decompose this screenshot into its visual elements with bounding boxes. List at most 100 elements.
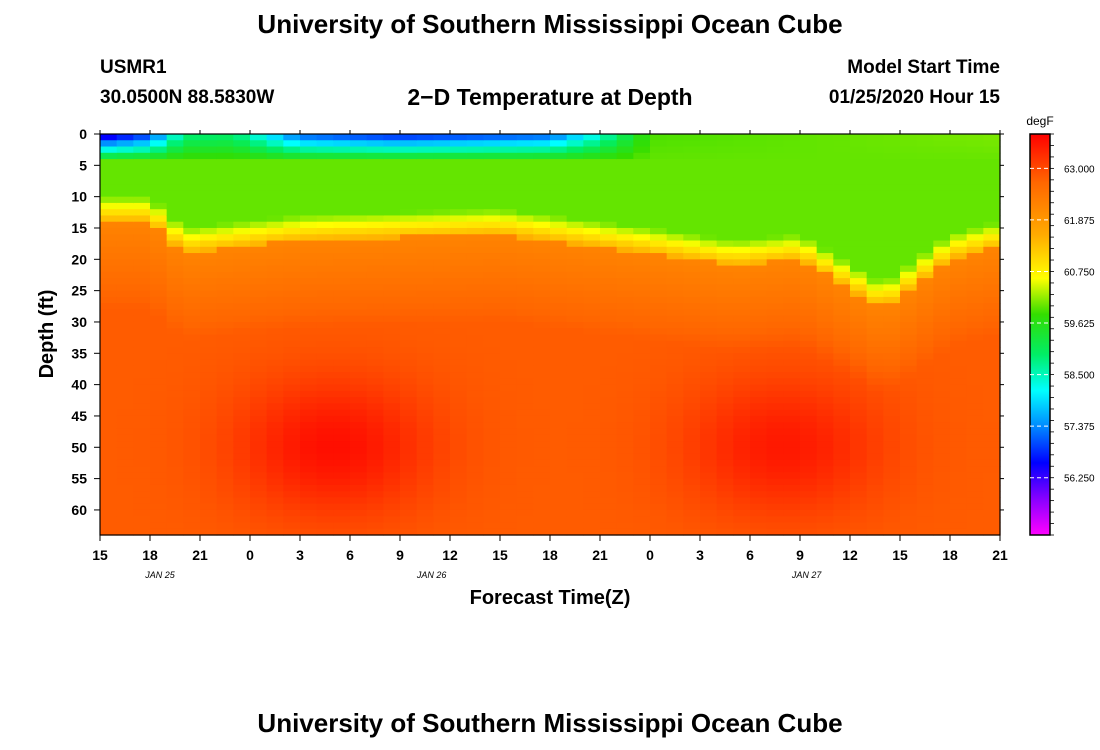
heatmap-cell bbox=[450, 190, 468, 198]
heatmap-cell bbox=[200, 422, 218, 430]
heatmap-cell bbox=[600, 165, 618, 173]
heatmap-cell bbox=[266, 472, 284, 480]
heatmap-cell bbox=[133, 309, 151, 317]
heatmap-cell bbox=[383, 265, 401, 273]
heatmap-cell bbox=[633, 140, 651, 148]
heatmap-cell bbox=[400, 284, 418, 292]
heatmap-cell bbox=[300, 441, 318, 448]
heatmap-cell bbox=[816, 359, 834, 367]
heatmap-cell bbox=[316, 528, 334, 536]
heatmap-cell bbox=[666, 409, 684, 417]
heatmap-cell bbox=[716, 359, 734, 367]
heatmap-cell bbox=[850, 390, 868, 398]
heatmap-cell bbox=[800, 177, 818, 185]
heatmap-cell bbox=[966, 171, 984, 179]
heatmap-cell bbox=[666, 453, 684, 461]
heatmap-cell bbox=[266, 459, 284, 467]
heatmap-cell bbox=[283, 497, 301, 505]
heatmap-cell bbox=[783, 171, 801, 179]
heatmap-cell bbox=[266, 384, 284, 392]
heatmap-cell bbox=[333, 378, 351, 386]
heatmap-cell bbox=[400, 390, 418, 398]
heatmap-cell bbox=[416, 303, 434, 311]
heatmap-cell bbox=[150, 340, 168, 348]
heatmap-cell bbox=[166, 240, 184, 248]
heatmap-cell bbox=[500, 365, 518, 373]
heatmap-cell bbox=[966, 227, 984, 235]
heatmap-cell bbox=[900, 303, 918, 311]
heatmap-cell bbox=[366, 497, 384, 505]
heatmap-cell bbox=[550, 265, 568, 273]
heatmap-cell bbox=[516, 384, 534, 392]
heatmap-cell bbox=[733, 246, 751, 254]
heatmap-cell bbox=[883, 296, 901, 304]
heatmap-cell bbox=[316, 234, 334, 242]
heatmap-cell bbox=[416, 284, 434, 292]
heatmap-cell bbox=[683, 340, 701, 348]
heatmap-cell bbox=[650, 303, 668, 311]
heatmap-cell bbox=[450, 159, 468, 166]
heatmap-cell bbox=[866, 403, 884, 411]
heatmap-cell bbox=[583, 328, 601, 336]
y-tick-label: 25 bbox=[71, 283, 87, 299]
heatmap-cell bbox=[800, 196, 818, 204]
heatmap-cell bbox=[300, 484, 318, 492]
heatmap-cell bbox=[300, 309, 318, 317]
heatmap-cell bbox=[183, 171, 201, 179]
heatmap-cell bbox=[433, 334, 451, 342]
heatmap-cell bbox=[683, 171, 701, 179]
heatmap-cell bbox=[483, 259, 501, 267]
heatmap-cell bbox=[750, 378, 768, 386]
y-tick-label: 35 bbox=[71, 345, 87, 361]
heatmap-cell bbox=[950, 509, 968, 517]
heatmap-cell bbox=[133, 196, 151, 204]
heatmap-cell bbox=[433, 422, 451, 430]
heatmap-cell bbox=[733, 397, 751, 405]
heatmap-cell bbox=[116, 234, 134, 242]
heatmap-cell bbox=[983, 140, 1001, 148]
heatmap-cell bbox=[216, 359, 234, 367]
heatmap-cell bbox=[466, 202, 484, 210]
heatmap-cell bbox=[833, 234, 851, 242]
heatmap-cell bbox=[733, 528, 751, 536]
heatmap-cell bbox=[416, 202, 434, 210]
heatmap-cell bbox=[483, 321, 501, 329]
heatmap-cell bbox=[733, 384, 751, 392]
heatmap-cell bbox=[250, 459, 268, 467]
heatmap-cell bbox=[333, 184, 351, 191]
heatmap-cell bbox=[166, 215, 184, 223]
heatmap-cell bbox=[283, 184, 301, 191]
heatmap-cell bbox=[833, 334, 851, 342]
heatmap-cell bbox=[833, 221, 851, 229]
heatmap-cell bbox=[650, 134, 668, 141]
heatmap-cell bbox=[450, 459, 468, 467]
heatmap-cell bbox=[416, 334, 434, 342]
heatmap-cell bbox=[666, 202, 684, 210]
heatmap-cell bbox=[466, 253, 484, 260]
heatmap-cell bbox=[600, 441, 618, 448]
heatmap-cell bbox=[833, 152, 851, 160]
heatmap-cell bbox=[400, 340, 418, 348]
heatmap-cell bbox=[750, 384, 768, 392]
heatmap-cell bbox=[883, 134, 901, 141]
heatmap-cell bbox=[200, 503, 218, 511]
heatmap-cell bbox=[216, 265, 234, 273]
heatmap-cell bbox=[683, 409, 701, 417]
heatmap-cell bbox=[866, 196, 884, 204]
heatmap-cell bbox=[233, 428, 251, 436]
heatmap-cell bbox=[400, 365, 418, 373]
heatmap-cell bbox=[783, 165, 801, 173]
heatmap-cell bbox=[933, 184, 951, 191]
heatmap-cell bbox=[766, 321, 784, 329]
heatmap-cell bbox=[283, 390, 301, 398]
heatmap-cell bbox=[266, 497, 284, 505]
heatmap-cell bbox=[933, 491, 951, 499]
heatmap-cell bbox=[116, 290, 134, 298]
heatmap-cell bbox=[350, 209, 368, 217]
heatmap-cell bbox=[466, 372, 484, 379]
heatmap-cell bbox=[350, 152, 368, 160]
heatmap-cell bbox=[400, 227, 418, 235]
heatmap-cell bbox=[616, 234, 634, 242]
heatmap-cell bbox=[200, 516, 218, 524]
heatmap-cell bbox=[100, 221, 118, 229]
